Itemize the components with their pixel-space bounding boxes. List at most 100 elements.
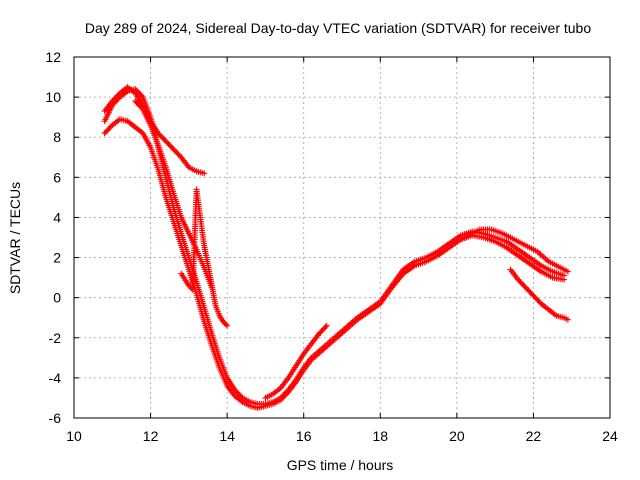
data-point-marker (161, 136, 168, 143)
data-point-marker (317, 329, 324, 336)
data-point-marker (319, 326, 326, 333)
y-tick-label: -4 (49, 370, 62, 386)
data-point-marker (169, 144, 176, 151)
data-point-marker (113, 94, 120, 101)
y-tick-label: -6 (49, 410, 62, 426)
data-point-marker (520, 281, 527, 288)
x-tick-label: 22 (526, 428, 542, 444)
x-tick-label: 24 (602, 428, 618, 444)
data-point-marker (561, 276, 568, 283)
data-point-marker (176, 152, 183, 159)
data-point-marker (516, 277, 523, 284)
x-tick-label: 16 (296, 428, 312, 444)
data-point-marker (134, 100, 141, 107)
data-point-marker (175, 151, 182, 158)
data-point-marker (279, 395, 286, 402)
grid-lines (74, 57, 610, 418)
data-point-marker (137, 103, 144, 110)
series-track-1 (101, 86, 568, 407)
y-tick-label: 2 (53, 250, 61, 266)
plot-series (101, 84, 571, 411)
data-point-marker (530, 292, 537, 299)
data-point-marker (521, 283, 528, 290)
data-point-marker (111, 95, 118, 102)
y-axis-label: SDTVAR / TECUs (7, 182, 23, 294)
data-point-marker (233, 388, 240, 395)
series-line (104, 118, 565, 409)
data-point-marker (162, 138, 169, 145)
data-point-marker (564, 316, 571, 323)
data-point-marker (157, 132, 164, 139)
x-tick-label: 20 (449, 428, 465, 444)
data-point-marker (167, 143, 174, 150)
data-point-marker (284, 390, 291, 397)
series-track-7 (507, 266, 571, 323)
data-point-marker (531, 293, 538, 300)
x-tick-label: 14 (219, 428, 235, 444)
data-point-marker (106, 124, 113, 131)
data-point-marker (529, 291, 536, 298)
data-point-marker (104, 127, 111, 134)
data-point-marker (532, 295, 539, 302)
data-point-marker (164, 139, 171, 146)
chart-title: Day 289 of 2024, Sidereal Day-to-day VTE… (85, 20, 592, 36)
series-line (509, 269, 569, 321)
series-track-8 (262, 322, 330, 401)
data-point-marker (534, 296, 541, 303)
data-point-marker (515, 276, 522, 283)
y-tick-label: 6 (53, 169, 61, 185)
y-tick-label: 10 (45, 89, 61, 105)
data-point-marker (220, 318, 227, 325)
data-point-marker (170, 146, 177, 153)
data-point-marker (316, 330, 323, 337)
data-point-marker (110, 96, 117, 103)
data-point-marker (101, 130, 108, 137)
y-tick-label: 12 (45, 49, 61, 65)
x-axis-label: GPS time / hours (287, 457, 394, 473)
data-point-marker (156, 131, 163, 138)
data-point-marker (166, 142, 173, 149)
data-point-marker (222, 321, 229, 328)
data-point-marker (323, 322, 330, 329)
x-tick-label: 12 (143, 428, 159, 444)
data-point-marker (102, 128, 109, 135)
data-point-marker (527, 289, 534, 296)
data-point-marker (105, 126, 112, 133)
data-point-marker (564, 268, 571, 275)
series-track-4 (132, 98, 215, 291)
data-point-marker (136, 102, 143, 109)
data-point-marker (188, 285, 195, 292)
data-point-marker (138, 104, 145, 111)
series-line (103, 88, 565, 405)
data-point-marker (231, 386, 238, 393)
y-tick-label: 8 (53, 129, 61, 145)
plot-frame (73, 56, 611, 419)
data-point-marker (174, 150, 181, 157)
data-point-marker (133, 99, 140, 106)
data-point-marker (132, 98, 139, 105)
data-point-marker (165, 140, 172, 147)
data-point-marker (524, 285, 531, 292)
x-tick-label: 10 (66, 428, 82, 444)
data-point-marker (518, 280, 525, 287)
data-point-marker (522, 284, 529, 291)
data-point-marker (535, 298, 542, 305)
data-point-marker (277, 396, 284, 403)
data-point-marker (526, 288, 533, 295)
y-tick-label: -2 (49, 330, 62, 346)
data-point-marker (173, 148, 180, 155)
y-tick-label: 4 (53, 209, 61, 225)
x-tick-label: 18 (372, 428, 388, 444)
data-point-marker (201, 170, 208, 177)
series-track-5 (178, 186, 231, 329)
data-point-marker (235, 390, 242, 397)
data-point-marker (281, 392, 288, 399)
data-point-marker (171, 147, 178, 154)
data-point-marker (282, 391, 289, 398)
data-point-marker (321, 325, 328, 332)
data-point-marker (221, 320, 228, 327)
series-track-2 (101, 116, 568, 411)
data-point-marker (234, 389, 241, 396)
